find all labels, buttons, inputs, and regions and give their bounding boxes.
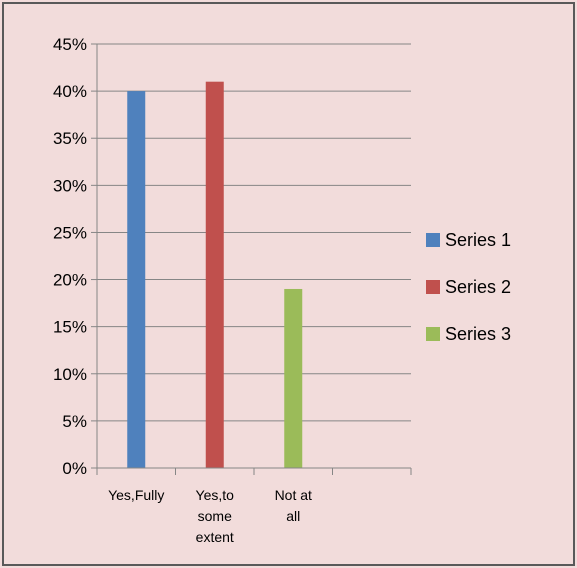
y-tick-label: 10% [53, 365, 87, 384]
axes [96, 44, 412, 475]
legend-label: Series 2 [445, 277, 511, 297]
x-category-label-line: Yes,to [196, 487, 235, 503]
y-tick-label: 15% [53, 318, 87, 337]
x-category-label-line: extent [196, 529, 234, 545]
y-tick-label: 20% [53, 271, 87, 290]
y-tick-label: 45% [53, 35, 87, 54]
bar [284, 288, 303, 468]
bars [127, 81, 303, 468]
y-tick-label: 25% [53, 223, 87, 242]
x-category-label-line: Yes,Fully [108, 487, 164, 503]
gridlines [97, 43, 411, 422]
y-tick-label: 40% [53, 82, 87, 101]
legend-label: Series 3 [445, 324, 511, 344]
y-tick-label: 35% [53, 129, 87, 148]
y-tick-label: 0% [62, 459, 87, 478]
x-category-label-line: some [198, 508, 232, 524]
x-axis-categories: Yes,Fully Yes,to some extent Not at all [108, 487, 312, 545]
x-category-label-line: all [286, 508, 300, 524]
x-category-label: Not at all [275, 487, 312, 524]
legend: Series 1 Series 2 Series 3 [426, 230, 511, 344]
y-axis-ticks: 0% 5% 10% 15% 20% 25% 30% 35% 40% 45% [53, 35, 97, 478]
legend-swatch [426, 233, 440, 247]
x-category-label-line: Not at [275, 487, 312, 503]
legend-label: Series 1 [445, 230, 511, 250]
x-category-label: Yes,Fully [108, 487, 164, 503]
bar-chart: 0%5%10%15%20%25%30%35%40%45% Yes,Fully Ye… [53, 35, 511, 545]
y-tick-label: 30% [53, 176, 87, 195]
bar [205, 81, 224, 468]
y-tick-label: 5% [62, 412, 87, 431]
legend-swatch [426, 280, 440, 294]
x-category-label: Yes,to some extent [196, 487, 235, 545]
legend-swatch [426, 327, 440, 341]
bar [127, 91, 146, 468]
